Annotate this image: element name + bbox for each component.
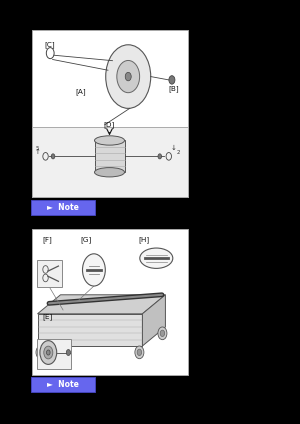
Ellipse shape <box>94 167 124 177</box>
Circle shape <box>158 154 162 159</box>
Polygon shape <box>38 295 165 314</box>
Circle shape <box>44 346 53 359</box>
Text: 2: 2 <box>176 150 180 155</box>
Text: [B]: [B] <box>169 85 179 92</box>
Circle shape <box>82 254 105 286</box>
Ellipse shape <box>94 136 124 145</box>
Circle shape <box>160 330 165 337</box>
FancyBboxPatch shape <box>37 260 62 287</box>
Ellipse shape <box>140 248 173 268</box>
Text: [A]: [A] <box>75 88 86 95</box>
Circle shape <box>36 346 45 359</box>
Circle shape <box>137 349 142 355</box>
FancyBboxPatch shape <box>32 229 188 375</box>
Circle shape <box>117 61 140 93</box>
Circle shape <box>38 349 43 355</box>
Text: [F]: [F] <box>42 236 52 243</box>
Circle shape <box>125 73 131 81</box>
Text: ↑: ↑ <box>35 149 41 155</box>
Circle shape <box>40 340 57 364</box>
Polygon shape <box>142 295 165 346</box>
Circle shape <box>106 45 151 109</box>
Text: [C]: [C] <box>44 42 55 48</box>
Text: [H]: [H] <box>138 236 149 243</box>
Text: [G]: [G] <box>80 236 92 243</box>
Text: ↓: ↓ <box>170 145 176 151</box>
Circle shape <box>169 75 175 84</box>
FancyBboxPatch shape <box>31 377 95 392</box>
Circle shape <box>46 350 50 355</box>
FancyBboxPatch shape <box>37 339 71 369</box>
Bar <box>94 140 124 172</box>
Polygon shape <box>38 314 142 346</box>
Circle shape <box>51 154 55 159</box>
Circle shape <box>135 346 144 359</box>
FancyBboxPatch shape <box>32 127 188 197</box>
Text: ►  Note: ► Note <box>47 380 79 389</box>
Text: [E]: [E] <box>42 313 52 320</box>
FancyBboxPatch shape <box>32 30 188 197</box>
Text: [D]: [D] <box>104 121 115 128</box>
FancyBboxPatch shape <box>31 200 95 215</box>
Text: ►  Note: ► Note <box>47 203 79 212</box>
Circle shape <box>66 349 70 355</box>
Circle shape <box>158 327 167 340</box>
Text: 5: 5 <box>36 146 40 151</box>
